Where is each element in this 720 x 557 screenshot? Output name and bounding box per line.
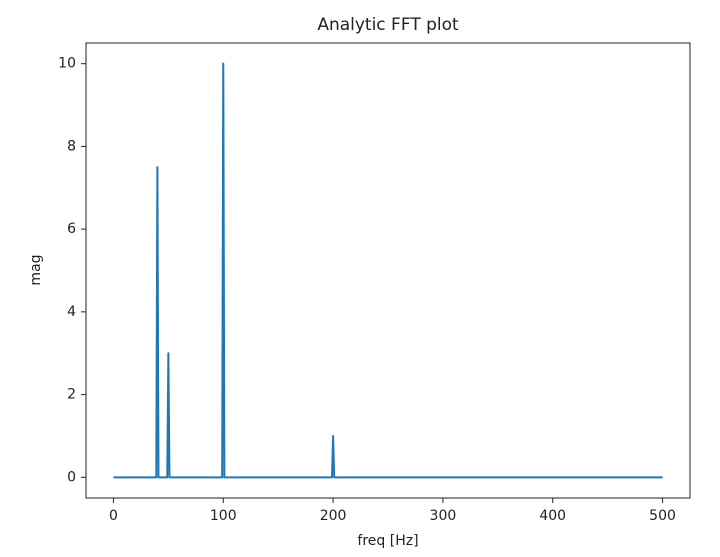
y-tick-label: 2: [67, 387, 76, 403]
x-tick-label: 200: [320, 508, 347, 524]
y-tick-label: 0: [67, 469, 76, 485]
x-tick-label: 400: [539, 508, 566, 524]
y-tick-label: 10: [58, 56, 76, 72]
x-axis-label: freq [Hz]: [357, 533, 418, 549]
x-tick-label: 500: [649, 508, 676, 524]
chart-title: Analytic FFT plot: [317, 15, 459, 35]
line: [113, 62, 663, 479]
y-tick-label: 4: [67, 304, 76, 320]
plot-frame: [85, 42, 691, 499]
x-tick-label: 0: [109, 508, 118, 524]
y-tick-label: 6: [67, 221, 76, 237]
x-tick-label: 300: [430, 508, 457, 524]
x-tick-label: 100: [210, 508, 237, 524]
y-tick-label: 8: [67, 138, 76, 154]
y-axis-label: mag: [28, 254, 44, 285]
